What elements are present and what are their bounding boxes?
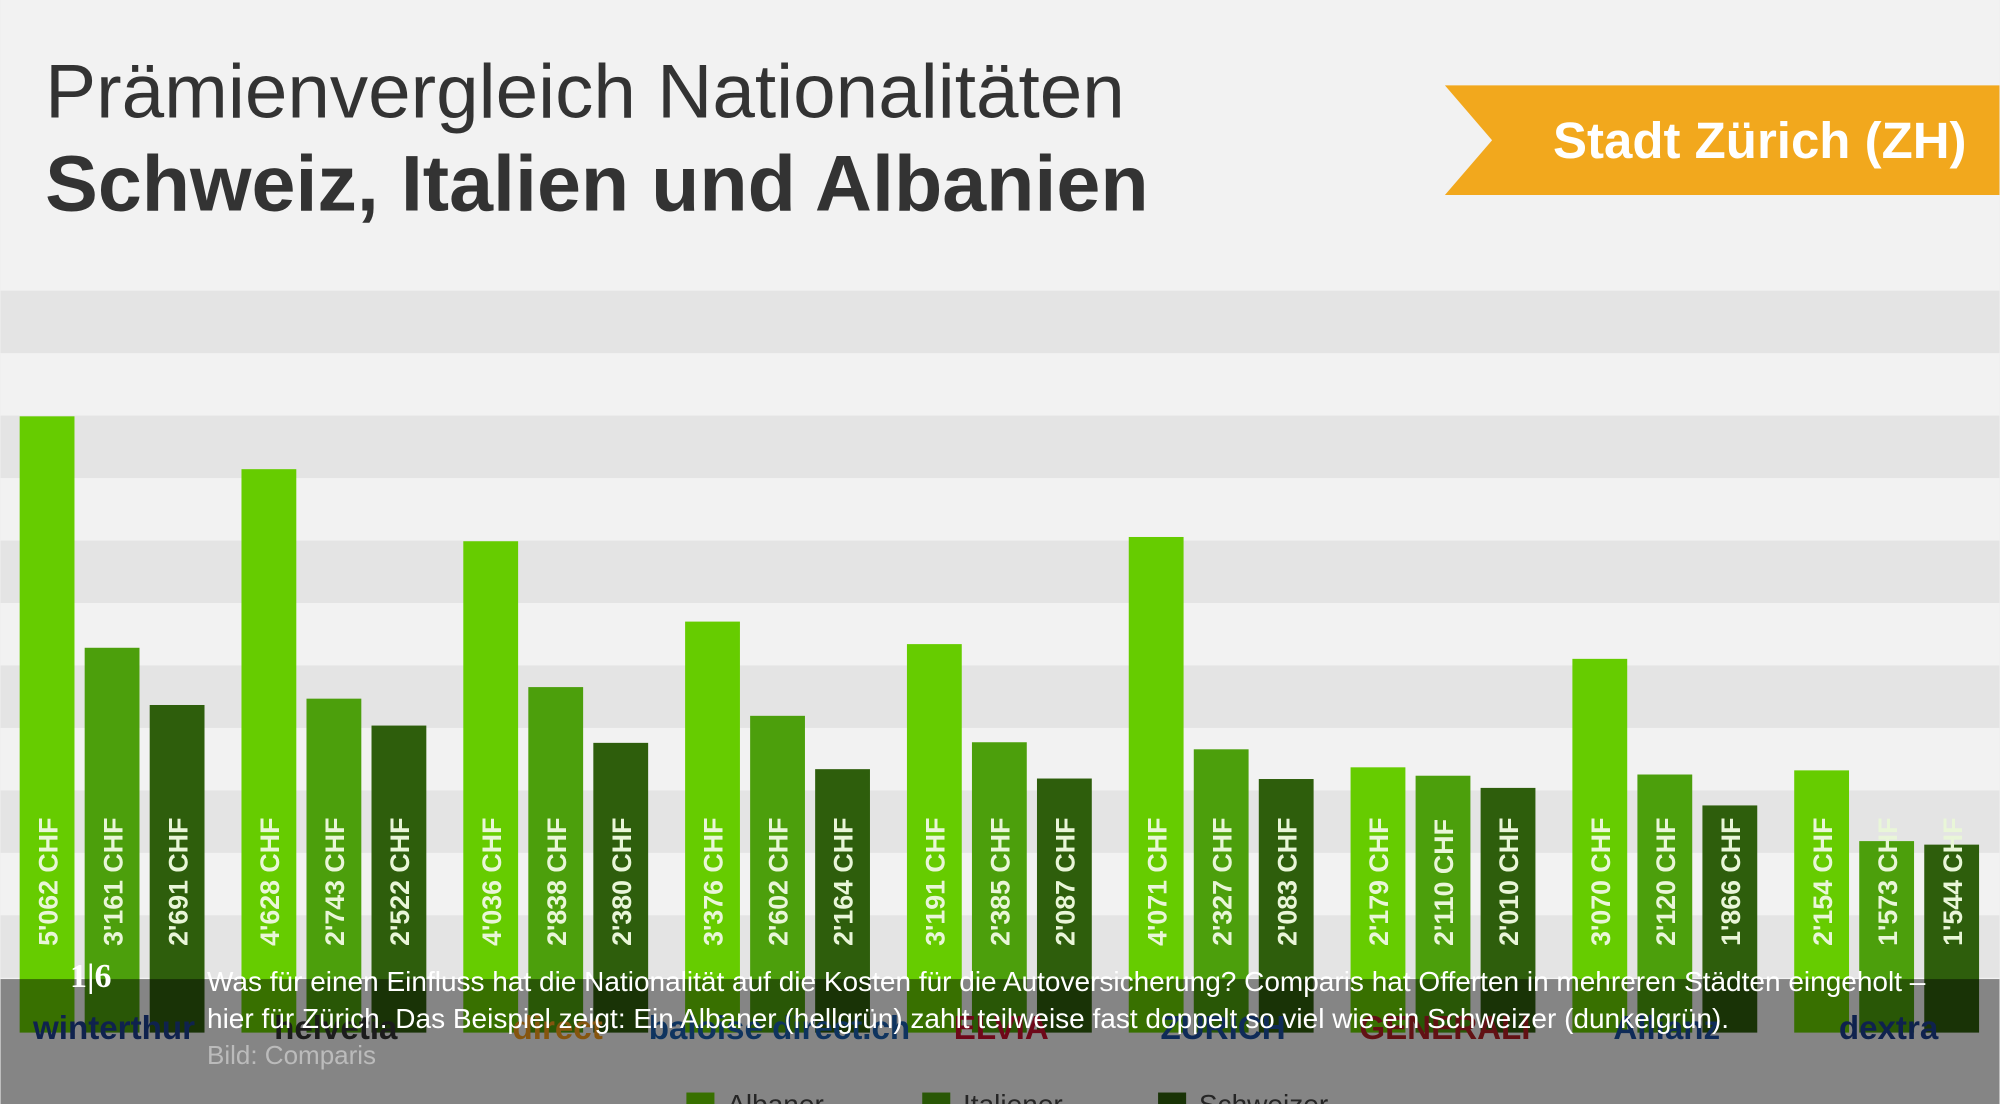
bar — [1415, 775, 1471, 1033]
value-label: 2'522 CHF — [385, 818, 415, 946]
insurer-logo: ZURICH — [1161, 1010, 1286, 1047]
credit: Bild: Comparis — [207, 1040, 377, 1070]
value-label: 3'161 CHF — [98, 818, 128, 946]
caption-box: Was für einen Einfluss hat die Nationali… — [207, 963, 1967, 1074]
insurer-logo: helvetia — [274, 1010, 398, 1047]
stripe — [0, 665, 2000, 728]
value-label: 2'838 CHF — [542, 818, 572, 946]
chart-title: Prämienvergleich Nationalitäten — [45, 49, 1125, 134]
bar — [1637, 774, 1693, 1033]
insurer-logo: ELVIA — [954, 1010, 1049, 1047]
insurer-logo: GENERALI — [1359, 1010, 1530, 1047]
insurer-logo: winterthur — [32, 1010, 195, 1047]
value-label: 1'544 CHF — [1938, 818, 1968, 946]
value-label: 2'327 CHF — [1207, 818, 1237, 946]
bar — [1128, 536, 1184, 1033]
value-label: 2'602 CHF — [764, 818, 794, 946]
legend-swatch — [686, 1092, 715, 1104]
insurer-logo: Allianz — [1613, 1010, 1720, 1047]
legend-label: Italiener — [963, 1089, 1063, 1104]
bar — [1480, 787, 1536, 1033]
value-label: 2'120 CHF — [1651, 818, 1681, 946]
value-label: 3'376 CHF — [699, 818, 729, 946]
caption: Was für einen Einfluss hat die Nationali… — [207, 966, 1926, 1034]
value-label: 2'380 CHF — [607, 818, 637, 946]
value-label: 3'191 CHF — [921, 818, 951, 946]
insurer-logo: direct — [513, 1010, 603, 1047]
bar — [1702, 805, 1758, 1033]
bar — [1924, 844, 1980, 1033]
legend-swatch — [922, 1092, 951, 1104]
chart-subtitle: Schweiz, Italien und Albanien — [45, 138, 1148, 227]
bar — [1036, 778, 1092, 1033]
value-label: 2'110 CHF — [1429, 819, 1459, 946]
bar — [971, 742, 1027, 1033]
value-label: 1'866 CHF — [1716, 818, 1746, 946]
bar — [463, 541, 519, 1033]
insurer-logo: dextra — [1839, 1010, 1939, 1047]
legend-swatch — [1158, 1092, 1187, 1104]
bar — [1572, 658, 1628, 1033]
bar — [1859, 841, 1915, 1033]
badge: Stadt Zürich (ZH) — [1553, 112, 1967, 169]
value-label: 2'010 CHF — [1494, 818, 1524, 946]
value-label: 1'573 CHF — [1873, 818, 1903, 946]
value-label: 2'087 CHF — [1051, 818, 1081, 946]
bar — [528, 687, 584, 1033]
bar — [815, 769, 870, 1033]
stripe — [0, 290, 2000, 354]
bars: 5'062 CHF 4'628 CHF 4'036 CHF 3'376 CHF 3'19… — [19, 416, 1980, 1104]
bar — [84, 647, 140, 1033]
value-label: 2'691 CHF — [163, 818, 193, 946]
value-label: 4'071 CHF — [1142, 818, 1172, 946]
value-label: 5'062 CHF — [33, 818, 63, 946]
value-label: 4'036 CHF — [477, 818, 507, 946]
bar — [906, 644, 962, 1033]
value-label: 2'154 CHF — [1808, 818, 1838, 946]
value-label: 4'628 CHF — [255, 818, 285, 946]
legend-label: Albaner — [727, 1089, 824, 1104]
caption-overlay — [0, 979, 2000, 1104]
bar — [149, 704, 205, 1033]
legend-label: Schweizer — [1199, 1089, 1328, 1104]
bar — [19, 416, 75, 1033]
bar — [241, 469, 297, 1033]
bar — [593, 742, 649, 1033]
bar — [1350, 767, 1406, 1033]
stripe — [0, 540, 2000, 603]
slide-counter: 1|6 — [70, 958, 112, 995]
stripe — [0, 415, 2000, 479]
bar — [371, 725, 427, 1033]
value-label: 2'083 CHF — [1272, 818, 1302, 946]
value-label: 3'070 CHF — [1586, 818, 1616, 946]
bar — [1193, 749, 1249, 1033]
badge-shape — [1444, 85, 2000, 196]
value-label: 2'164 CHF — [829, 818, 859, 946]
bar — [306, 698, 362, 1033]
value-label: 2'385 CHF — [986, 818, 1016, 946]
bar — [685, 621, 740, 1033]
value-label: 2'743 CHF — [320, 818, 350, 946]
bar — [1258, 779, 1314, 1033]
insurer-logo: baloise direct.ch — [649, 1010, 910, 1047]
value-label: 2'179 CHF — [1364, 818, 1394, 946]
bar — [750, 715, 805, 1033]
bar — [1794, 770, 1850, 1033]
